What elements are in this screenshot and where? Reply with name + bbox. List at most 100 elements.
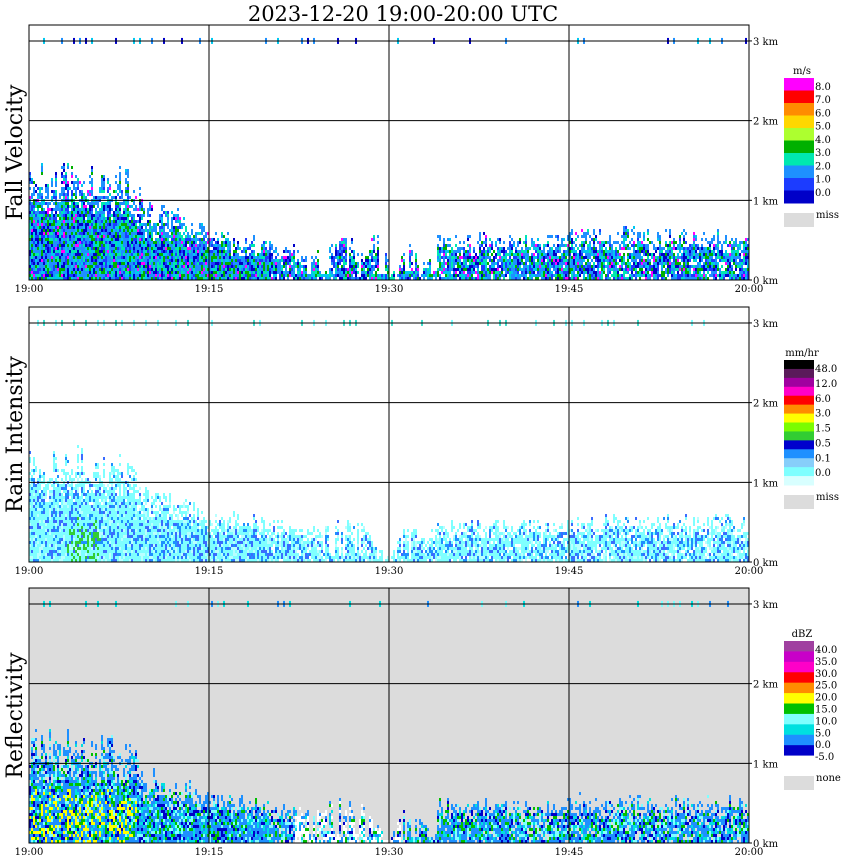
echo-cell — [345, 238, 347, 241]
echo-cell — [51, 253, 53, 256]
echo-cell — [193, 241, 195, 244]
echo-cell — [35, 268, 37, 271]
echo-cell — [35, 229, 37, 232]
echo-cell — [105, 250, 107, 253]
echo-cell — [693, 238, 695, 241]
echo-cell — [319, 277, 321, 280]
echo-cell — [667, 262, 669, 265]
echo-cell — [37, 205, 39, 208]
echo-cell — [681, 244, 683, 247]
echo-cell — [205, 262, 207, 265]
echo-cell — [619, 256, 621, 259]
echo-cell — [125, 226, 127, 229]
echo-cell — [215, 250, 217, 253]
echo-cell — [447, 250, 449, 253]
echo-cell — [611, 262, 613, 265]
echo-cell — [705, 253, 707, 256]
echo-cell — [41, 223, 43, 226]
echo-cell — [71, 166, 73, 169]
echo-cell — [629, 277, 631, 280]
echo-cell — [241, 268, 243, 271]
echo-cell — [161, 253, 163, 256]
echo-cell — [603, 241, 605, 244]
echo-cell — [565, 250, 567, 253]
echo-cell — [49, 253, 51, 256]
echo-cell — [29, 550, 31, 553]
echo-cell — [157, 223, 159, 226]
echo-cell — [671, 271, 673, 274]
echo-cell — [137, 241, 139, 244]
echo-cell — [627, 229, 629, 232]
echo-cell — [685, 271, 687, 274]
echo-cell — [739, 253, 741, 256]
echo-cell — [583, 247, 585, 250]
echo-cell — [553, 259, 555, 262]
echo-cell — [29, 520, 31, 523]
echo-cell — [189, 256, 191, 259]
echo-cell — [273, 265, 275, 268]
echo-cell — [471, 274, 473, 277]
echo-cell — [93, 262, 95, 265]
echo-cell — [37, 250, 39, 253]
echo-cell — [667, 259, 669, 262]
echo-cell — [615, 256, 617, 259]
echo-cell — [131, 232, 133, 235]
echo-cell — [487, 277, 489, 280]
echo-cell — [483, 277, 485, 280]
echo-cell — [201, 253, 203, 256]
echo-cell — [163, 277, 165, 280]
echo-cell — [217, 274, 219, 277]
echo-cell — [735, 256, 737, 259]
echo-cell — [123, 235, 125, 238]
echo-cell — [563, 262, 565, 265]
echo-cell — [735, 253, 737, 256]
echo-cell — [219, 250, 221, 253]
echo-cell — [527, 256, 529, 259]
echo-cell — [557, 271, 559, 274]
echo-cell — [627, 262, 629, 265]
echo-cell — [93, 214, 95, 217]
echo-cell — [303, 265, 305, 268]
echo-cell — [159, 262, 161, 265]
echo-cell — [197, 244, 199, 247]
echo-cell — [95, 262, 97, 265]
echo-cell — [223, 259, 225, 262]
echo-cell — [495, 277, 497, 280]
echo-cell — [175, 247, 177, 250]
echo-cell — [621, 277, 623, 280]
echo-cell — [117, 262, 119, 265]
echo-cell — [43, 238, 45, 241]
echo-cell — [343, 262, 345, 265]
echo-cell — [259, 253, 261, 256]
echo-cell — [391, 277, 393, 280]
echo-cell — [163, 250, 165, 253]
echo-cell — [111, 232, 113, 235]
echo-cell — [339, 244, 341, 247]
echo-cell — [101, 178, 103, 181]
echo-cell — [177, 274, 179, 277]
echo-cell — [183, 256, 185, 259]
echo-cell — [293, 265, 295, 268]
echo-cell — [451, 262, 453, 265]
echo-cell — [31, 214, 33, 217]
echo-cell — [91, 193, 93, 196]
echo-cell — [721, 247, 723, 250]
echo-cell — [371, 268, 373, 271]
echo-cell — [155, 253, 157, 256]
echo-cell — [747, 268, 749, 271]
echo-cell — [225, 265, 227, 268]
echo-cell — [443, 238, 445, 241]
echo-cell — [113, 271, 115, 274]
echo-cell — [613, 277, 615, 280]
echo-cell — [493, 262, 495, 265]
echo-cell — [59, 220, 61, 223]
echo-cell — [623, 238, 625, 241]
echo-cell — [547, 277, 549, 280]
echo-cell — [71, 196, 73, 199]
echo-cell — [505, 271, 507, 274]
echo-cell — [247, 247, 249, 250]
legend-swatch — [784, 78, 814, 91]
echo-cell — [621, 262, 623, 265]
echo-cell — [121, 238, 123, 241]
echo-cell — [37, 211, 39, 214]
